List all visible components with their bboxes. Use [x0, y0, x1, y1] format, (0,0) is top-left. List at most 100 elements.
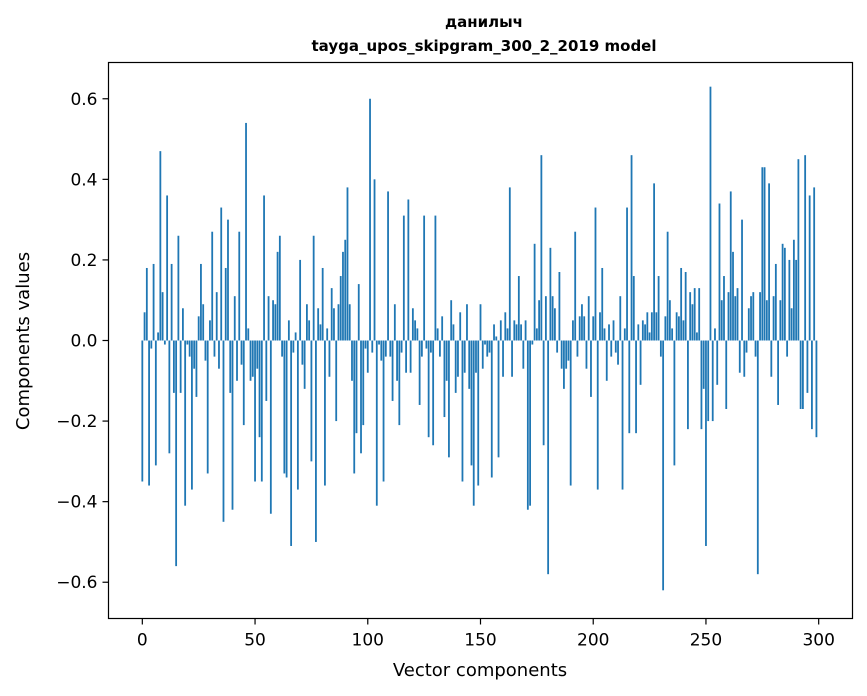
bars-group: [141, 86, 818, 591]
bar: [267, 296, 270, 341]
bar: [357, 284, 360, 341]
bar: [610, 340, 613, 357]
bar: [617, 340, 619, 365]
bar: [414, 320, 417, 341]
bar: [799, 340, 802, 409]
bar: [272, 300, 274, 341]
bar: [312, 235, 315, 341]
bar: [648, 332, 651, 341]
bar: [172, 340, 175, 393]
bar: [337, 304, 340, 341]
bar: [353, 340, 356, 474]
bar: [152, 263, 155, 341]
bar: [265, 340, 268, 401]
bar: [206, 340, 209, 474]
bar: [621, 340, 624, 490]
bar: [761, 167, 764, 341]
bar: [702, 340, 705, 389]
bar: [479, 304, 482, 341]
bar: [535, 328, 538, 341]
bar: [339, 276, 342, 341]
y-tick-label: −0.4: [56, 493, 97, 513]
bar: [351, 340, 353, 381]
x-axis-ticks: 0 50 100 150 200 250 300: [137, 618, 835, 651]
bar: [671, 328, 674, 341]
bar: [684, 272, 687, 341]
bar: [551, 296, 554, 341]
bar: [310, 340, 313, 462]
bar: [292, 340, 295, 353]
bar: [759, 292, 761, 341]
bar: [747, 308, 750, 341]
bar: [668, 300, 671, 341]
bar: [184, 340, 187, 506]
bar: [296, 340, 299, 490]
bar: [294, 332, 297, 341]
bar: [191, 340, 193, 490]
bar: [240, 340, 243, 365]
bar: [427, 340, 430, 438]
bar: [448, 340, 450, 458]
bar: [574, 231, 577, 341]
bar: [301, 340, 304, 365]
bar: [725, 340, 728, 409]
bar: [256, 340, 259, 369]
bar: [163, 340, 166, 345]
bar: [423, 215, 426, 341]
bar: [211, 231, 214, 341]
bar: [387, 191, 389, 341]
bar: [477, 340, 480, 486]
bar: [306, 304, 308, 341]
bar: [547, 340, 550, 575]
bar: [813, 187, 816, 341]
bar: [398, 340, 401, 426]
bar: [170, 263, 173, 341]
bar: [750, 296, 752, 341]
bar: [182, 308, 184, 341]
bar: [560, 340, 563, 369]
bar: [696, 332, 698, 341]
bar: [569, 340, 572, 486]
bar: [484, 340, 486, 345]
bar: [680, 267, 683, 341]
bar: [202, 304, 205, 341]
bar: [533, 243, 536, 341]
bar: [554, 308, 556, 341]
bar: [330, 288, 333, 341]
bar: [774, 263, 777, 341]
bar: [303, 340, 306, 389]
bar: [209, 320, 211, 341]
bar: [420, 340, 423, 357]
bar: [499, 320, 502, 341]
bar: [520, 324, 522, 341]
bar: [779, 300, 782, 341]
bar: [754, 340, 757, 357]
bar: [587, 296, 590, 341]
bar: [488, 340, 491, 353]
bar: [197, 316, 200, 341]
bar: [639, 340, 642, 385]
bar: [391, 340, 394, 401]
bar: [741, 219, 743, 341]
bar: [529, 340, 531, 506]
bar: [362, 340, 365, 426]
x-tick-label: 150: [464, 631, 496, 651]
bar: [346, 187, 349, 341]
bar: [258, 340, 261, 438]
bar: [756, 340, 759, 575]
bar: [193, 340, 196, 369]
bar: [143, 312, 146, 341]
y-axis-ticks: −0.6 −0.4 −0.2 0.0 0.2 0.4 0.6: [56, 90, 109, 593]
bar: [278, 235, 281, 341]
bar: [655, 312, 658, 341]
bar: [770, 340, 773, 377]
bar: [459, 312, 462, 341]
bar: [348, 304, 351, 341]
bar: [567, 340, 570, 361]
bar: [720, 300, 723, 341]
bar: [287, 320, 290, 341]
bar: [215, 292, 218, 341]
bar: [179, 340, 182, 393]
x-tick-label: 50: [244, 631, 266, 651]
bar: [434, 215, 437, 341]
